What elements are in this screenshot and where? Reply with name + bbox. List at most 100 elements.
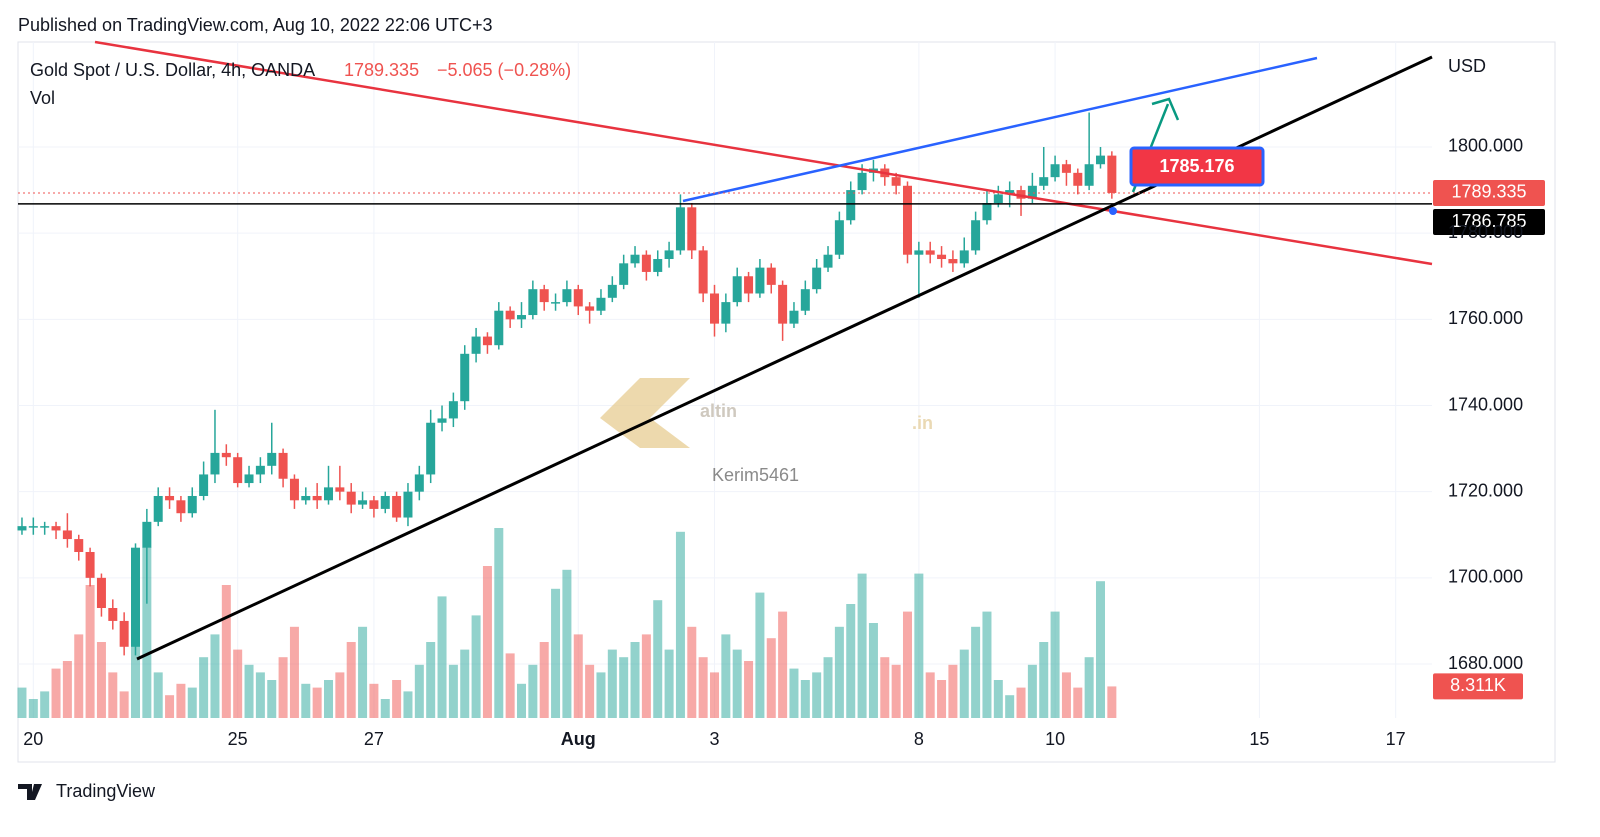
candle-body [1095,155,1105,165]
volume-bar [233,649,243,718]
candle-body [289,478,299,501]
x-tick-label: 8 [914,729,924,749]
volume-bar [437,596,447,718]
candle-body [596,297,606,311]
anchor-point [1109,207,1117,215]
published: Published on TradingView.com, Aug 10, 20… [18,15,493,35]
volume-bar [426,642,436,718]
candles [17,112,1117,656]
candle-body [551,302,561,304]
volume-bar [846,604,856,718]
volume-bar [176,683,186,718]
volume-bar [868,623,878,718]
candle-body [1084,164,1094,186]
candle-body [800,289,810,311]
candle-body [335,487,345,492]
volume-bar [539,642,549,718]
volume-bar [369,683,379,718]
candle-body [1107,155,1117,193]
candle-body [165,495,175,501]
y-tick-label: 1740.000 [1448,394,1523,414]
candle-body [1050,164,1060,178]
candle-body [403,491,413,518]
volume-bar [664,649,674,718]
volume-bar [585,664,595,718]
candle-body [607,284,617,298]
volume-bar [119,691,129,718]
candle-body [732,276,742,303]
volume-bar [210,634,220,718]
volume-bar [766,638,776,718]
candle-body [1039,177,1049,186]
candle-body [744,276,754,294]
volume-bar [1005,695,1015,718]
candle-body [210,452,220,475]
candle-body [619,263,629,285]
volume-bar [948,664,958,718]
candle-body [721,302,731,324]
candle-body [1016,190,1026,199]
candle-body [982,203,992,221]
candle-body [153,495,163,522]
candle-body [937,254,947,260]
y-tick-label: 1720.000 [1448,480,1523,500]
candle-body [482,336,492,346]
candle-body [426,422,436,475]
candle-body [857,172,867,191]
candle-body [460,353,470,402]
candle-body [28,526,38,528]
volume-bar [471,615,481,718]
candle-body [585,306,595,311]
volume-bar [403,691,413,718]
volume [17,528,1117,718]
volume-bar [187,687,197,718]
candle-body [176,500,186,514]
volume-bar [312,687,322,718]
candle-body [539,289,549,303]
candle-body [812,267,822,290]
volume-bar [857,573,867,718]
volume-bar [687,626,697,718]
arrow-head [1151,97,1180,121]
candle-body [312,495,322,501]
frame [17,41,1556,763]
volume-bar [255,672,265,718]
candle-body [51,526,61,531]
volume-bar [755,592,765,718]
watermark-text: altin [700,401,737,421]
volume-bar [1027,664,1037,718]
volume-bar [653,600,663,718]
candle-body [131,547,141,647]
volume-bar [289,626,299,718]
volume-bar [1061,672,1071,718]
volume-bar [358,626,368,718]
volume-bar [516,683,526,718]
drawings [94,40,1433,661]
volume-bar [1084,657,1094,718]
x-tick-label: 3 [709,729,719,749]
annotation-label: 1785.176 [1159,156,1234,176]
candle-body [698,250,708,294]
volume-bar [607,649,617,718]
brand: TradingView [56,781,156,801]
x-tick-label: 10 [1045,729,1065,749]
trend-line [94,40,1433,266]
candle-body [85,551,95,578]
candle-body [119,620,129,647]
y-tick-label: 1760.000 [1448,308,1523,328]
candle-body [74,539,84,552]
candle-body [346,491,356,505]
trend-line [682,56,1318,203]
volume-bar [244,664,254,718]
volume-bar [40,691,50,718]
volume-bar [165,695,175,718]
volume-bar [993,680,1003,718]
y-tick-label: 1800.000 [1448,136,1523,156]
volume-bar [380,699,390,718]
candle-body [221,452,231,458]
candle-body [278,452,288,479]
line-badge-label: 1786.785 [1451,211,1526,231]
candle-body [471,336,481,354]
volume-bar [108,672,118,718]
candle-body [914,250,924,255]
